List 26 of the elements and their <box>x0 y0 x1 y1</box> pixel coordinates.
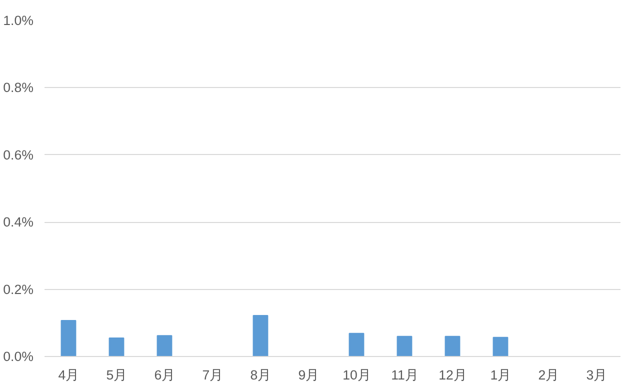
bar <box>492 336 508 356</box>
x-tick-label: 9月 <box>298 368 319 382</box>
y-tick-label: 0.0% <box>3 349 34 364</box>
x-tick-label: 8月 <box>250 368 271 382</box>
bar <box>252 315 268 356</box>
x-tick-label: 6月 <box>154 368 175 382</box>
bar <box>396 336 412 356</box>
x-tick-label: 11月 <box>391 368 418 382</box>
y-tick-label: 0.4% <box>3 214 34 230</box>
x-tick-label: 1月 <box>490 368 511 382</box>
x-tick-label: 4月 <box>58 368 79 382</box>
y-tick-label: 1.0% <box>3 13 34 28</box>
bar <box>60 320 76 356</box>
bar <box>348 332 364 356</box>
bar <box>444 336 460 356</box>
x-tick-label: 2月 <box>538 368 559 382</box>
y-tick-label: 0.2% <box>3 282 34 297</box>
y-tick-label: 0.6% <box>3 147 34 162</box>
x-tick-label: 5月 <box>106 368 127 382</box>
x-tick-label: 3月 <box>586 368 607 382</box>
bar <box>156 335 172 356</box>
y-tick-label: 0.8% <box>3 80 34 96</box>
x-tick-label: 12月 <box>438 368 466 382</box>
bar <box>108 338 124 356</box>
x-tick-label: 10月 <box>342 368 370 382</box>
x-tick-label: 7月 <box>202 368 223 382</box>
